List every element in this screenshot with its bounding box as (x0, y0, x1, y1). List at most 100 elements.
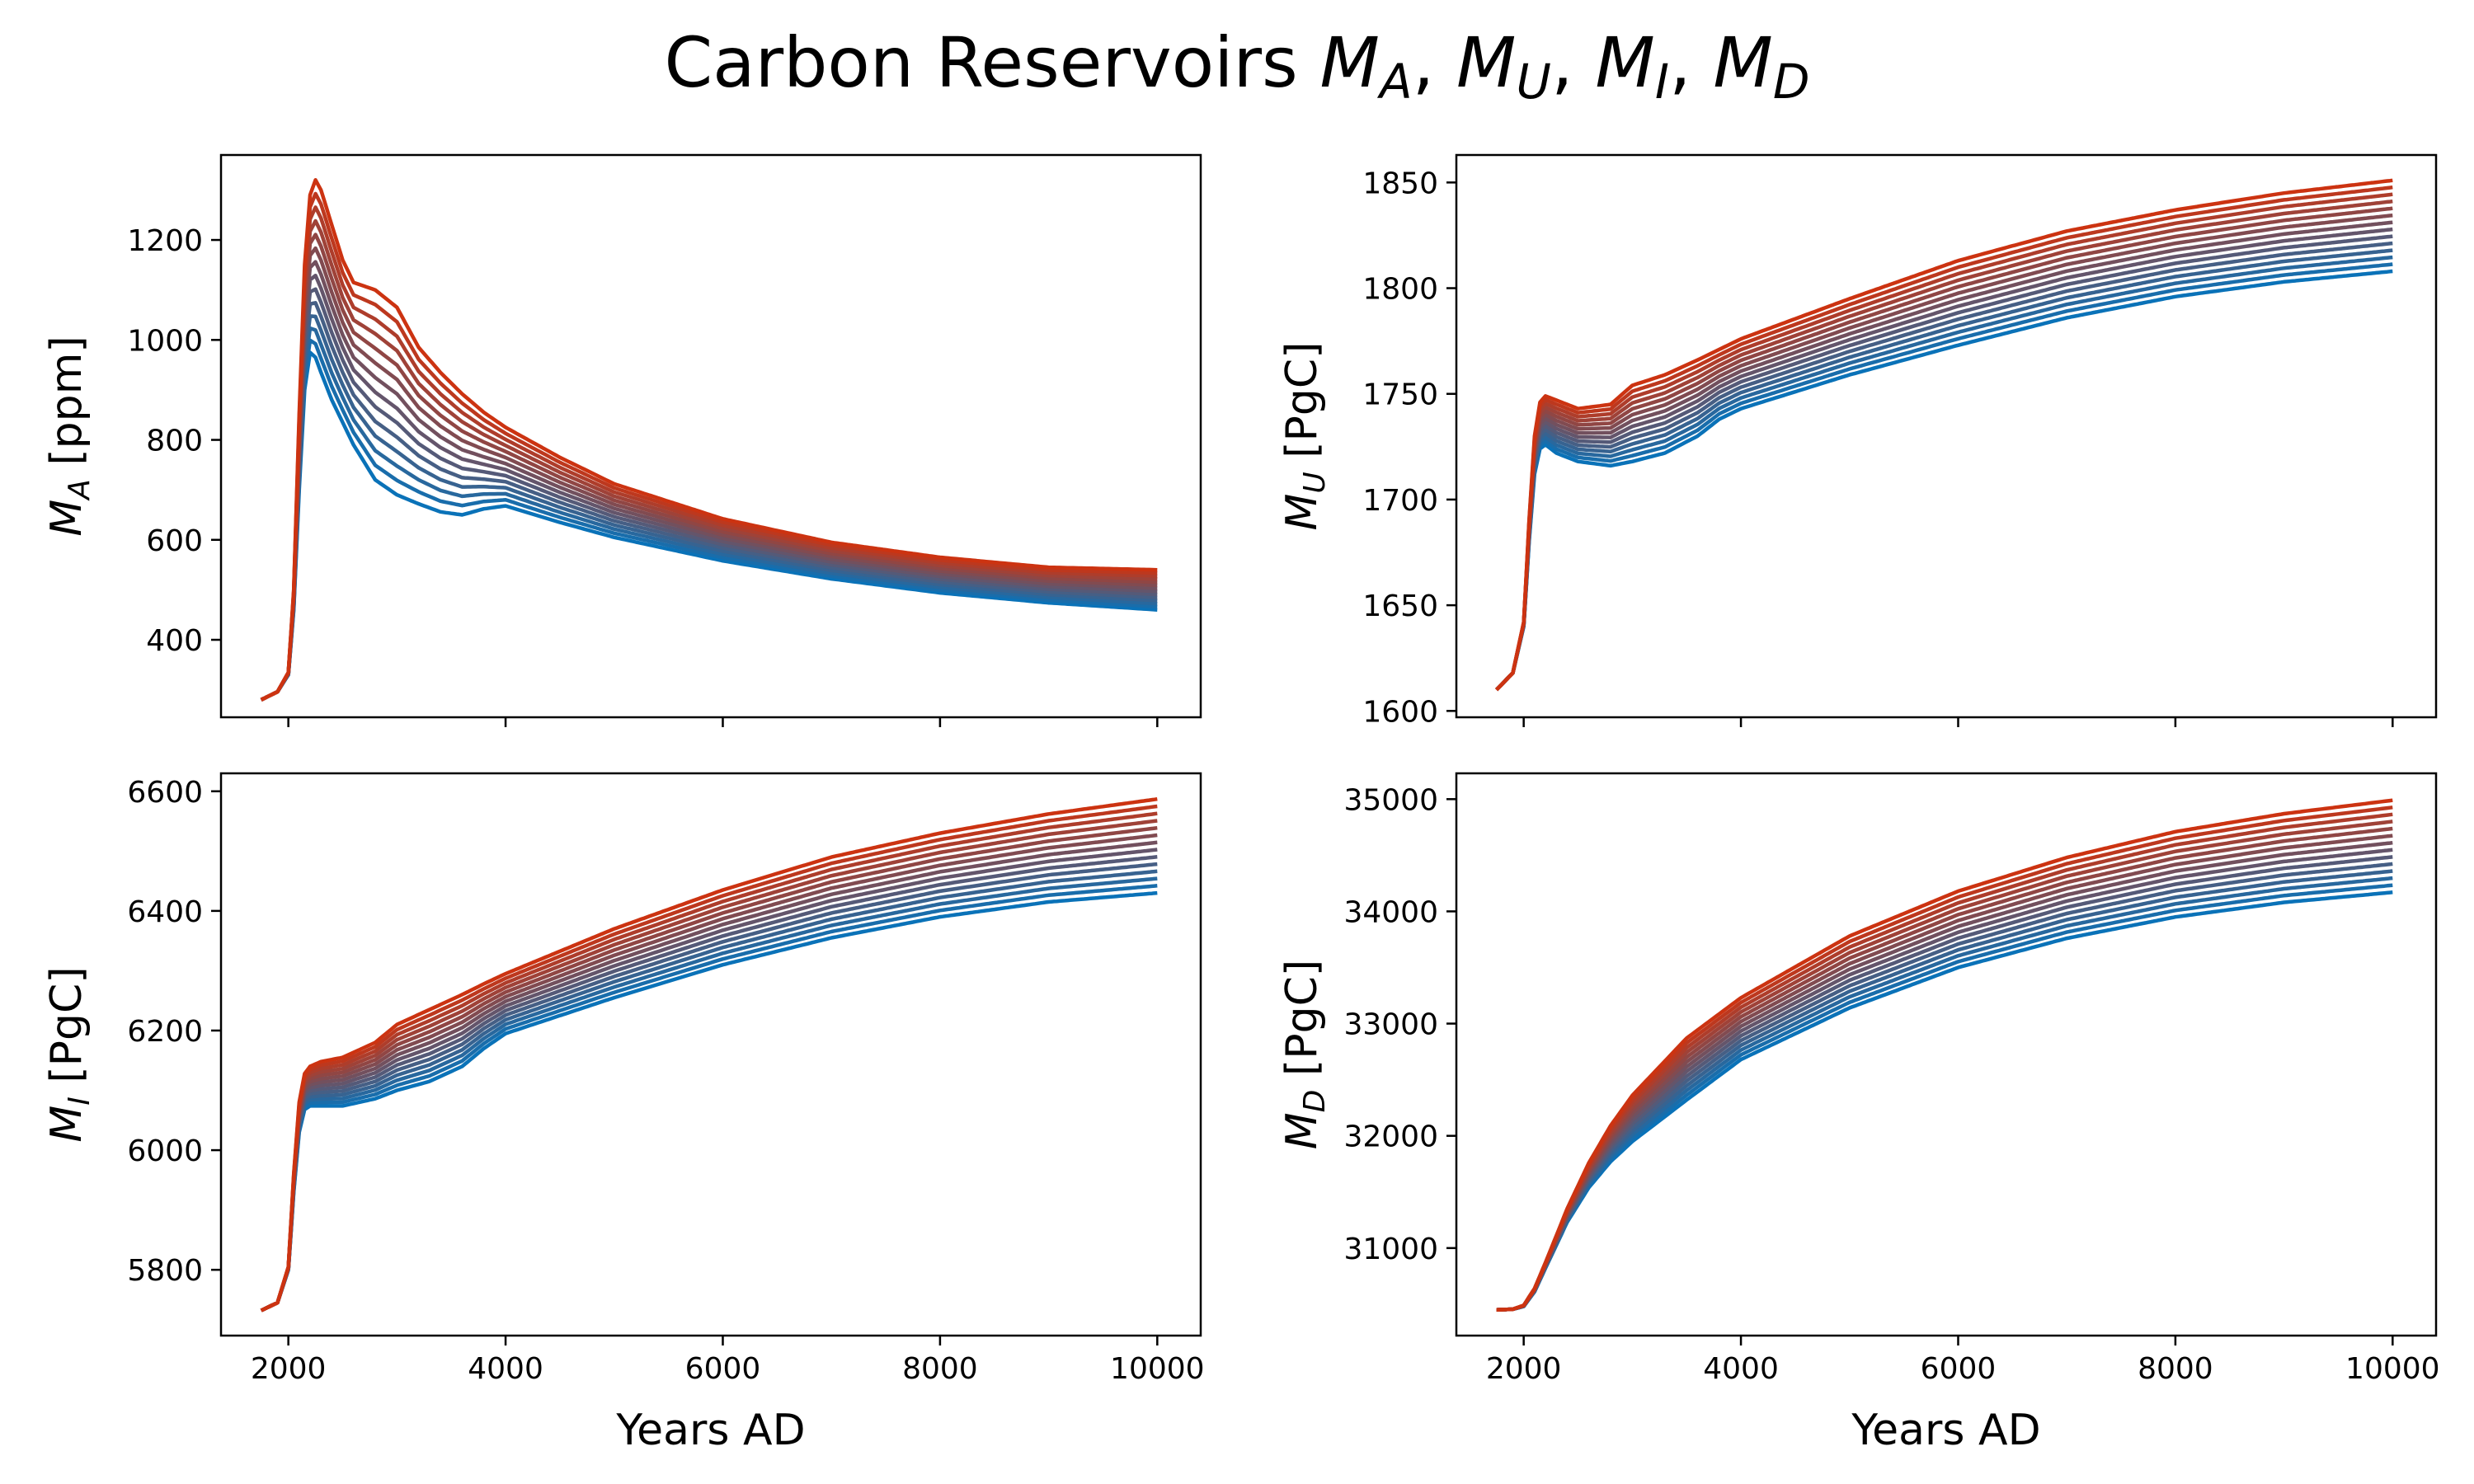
y-axis-label: MA [ppm] (42, 336, 96, 536)
x-tick-label: 10000 (1110, 1352, 1205, 1386)
series-line-1 (260, 890, 1158, 1313)
figure-title: Carbon Reservoirs MA, MU, MI, MD (664, 22, 1809, 110)
series-line-8 (260, 260, 1158, 702)
y-label-unit: [PgC] (42, 966, 92, 1097)
series-line-5 (1495, 241, 2393, 692)
series-line-10 (1496, 826, 2393, 1312)
y-label-unit: [PgC] (1277, 960, 1327, 1090)
y-tick-label: 1000 (127, 324, 203, 358)
y-tick-label: 5800 (127, 1254, 203, 1288)
series-line-14 (260, 796, 1158, 1313)
series-line-2 (1495, 262, 2393, 692)
series-line-9 (1496, 834, 2393, 1312)
series-line-3 (260, 876, 1158, 1313)
series-line-10 (260, 825, 1158, 1313)
series-line-10 (260, 232, 1158, 702)
series-line-2 (260, 884, 1158, 1313)
series-line-8 (1495, 220, 2393, 692)
series-line-13 (1495, 185, 2393, 692)
title-md-base: M (1713, 22, 1772, 103)
series-group (1496, 798, 2393, 1312)
title-sep-1: , (1413, 22, 1456, 103)
series-line-3 (260, 326, 1158, 702)
series-line-4 (260, 314, 1158, 702)
y-tick-label: 800 (146, 425, 203, 458)
x-tick-label: 8000 (2138, 1352, 2213, 1386)
series-line-7 (260, 848, 1158, 1313)
y-tick-label: 1700 (1362, 484, 1438, 518)
series-line-13 (1496, 805, 2393, 1312)
series-line-5 (260, 862, 1158, 1313)
x-tick-label: 6000 (1921, 1352, 1997, 1386)
series-line-10 (1495, 206, 2393, 692)
series-line-14 (260, 178, 1158, 702)
series-line-13 (260, 191, 1158, 702)
series-line-14 (1495, 178, 2393, 692)
y-tick-label: 1200 (127, 224, 203, 258)
y-label-base: M (42, 1106, 92, 1143)
x-tick-label: 10000 (2345, 1352, 2440, 1386)
y-tick-label: 1850 (1362, 167, 1438, 200)
series-group (1495, 178, 2393, 692)
panel-mu: 1600 1650 1700 1750 1800 1850 MU [PgC] (1277, 153, 2438, 729)
y-label-unit: [ppm] (42, 336, 92, 479)
y-tick-label: 6200 (127, 1015, 203, 1049)
series-line-6 (1495, 234, 2393, 692)
series-line-11 (260, 819, 1158, 1313)
y-label-sub: D (1298, 1090, 1332, 1113)
y-tick-label: 6600 (127, 776, 203, 810)
y-tick-label: 400 (146, 624, 203, 658)
y-label-sub: A (63, 479, 96, 501)
x-axis-label: Years AD (615, 1406, 805, 1455)
panel-md: 2000 4000 6000 8000 10000 31000 32000 33000 3400… (1277, 772, 2440, 1455)
title-mu-sub: U (1517, 54, 1551, 110)
y-tick-label: 6400 (127, 895, 203, 929)
series-line-12 (1496, 812, 2393, 1312)
series-line-7 (260, 273, 1158, 702)
y-tick-label: 1600 (1362, 695, 1438, 729)
series-line-3 (1496, 876, 2393, 1312)
series-group (260, 796, 1158, 1313)
y-tick-label: 32000 (1343, 1120, 1438, 1154)
y-tick-label: 1800 (1362, 273, 1438, 307)
series-line-11 (260, 218, 1158, 702)
title-mi-base: M (1595, 22, 1654, 103)
series-line-1 (1496, 890, 2393, 1312)
y-tick-label: 6000 (127, 1134, 203, 1168)
x-tick-label: 4000 (1703, 1352, 1779, 1386)
series-line-9 (260, 833, 1158, 1313)
title-sep-2: , (1551, 22, 1595, 103)
y-tick-label: 1750 (1362, 378, 1438, 412)
series-line-14 (1496, 798, 2393, 1312)
series-line-11 (1496, 819, 2393, 1312)
figure-title-prefix: Carbon Reservoirs (664, 22, 1319, 103)
y-tick-label: 1650 (1362, 589, 1438, 623)
y-label-base: M (42, 500, 92, 537)
y-tick-label: 33000 (1343, 1008, 1438, 1042)
series-line-2 (260, 338, 1158, 702)
series-line-9 (260, 246, 1158, 702)
series-line-9 (1495, 213, 2393, 692)
y-axis-label: MI [PgC] (42, 966, 96, 1142)
series-line-3 (1495, 255, 2393, 692)
series-line-4 (1495, 248, 2393, 692)
y-label-sub: U (1298, 472, 1332, 493)
x-tick-label: 4000 (468, 1352, 543, 1386)
series-line-1 (260, 350, 1158, 702)
series-line-1 (1495, 269, 2393, 692)
series-line-12 (260, 811, 1158, 1313)
y-tick-label: 600 (146, 524, 203, 558)
series-line-4 (260, 869, 1158, 1313)
series-line-4 (1496, 869, 2393, 1312)
title-md-sub: D (1773, 54, 1810, 110)
series-line-7 (1496, 848, 2393, 1312)
y-tick-label: 35000 (1343, 783, 1438, 817)
series-line-7 (1495, 227, 2393, 692)
series-line-11 (1495, 199, 2393, 692)
axes-frame (219, 772, 1202, 1337)
y-tick-label: 31000 (1343, 1233, 1438, 1266)
y-axis-label: MD [PgC] (1277, 960, 1332, 1149)
title-ma-base: M (1319, 22, 1379, 103)
